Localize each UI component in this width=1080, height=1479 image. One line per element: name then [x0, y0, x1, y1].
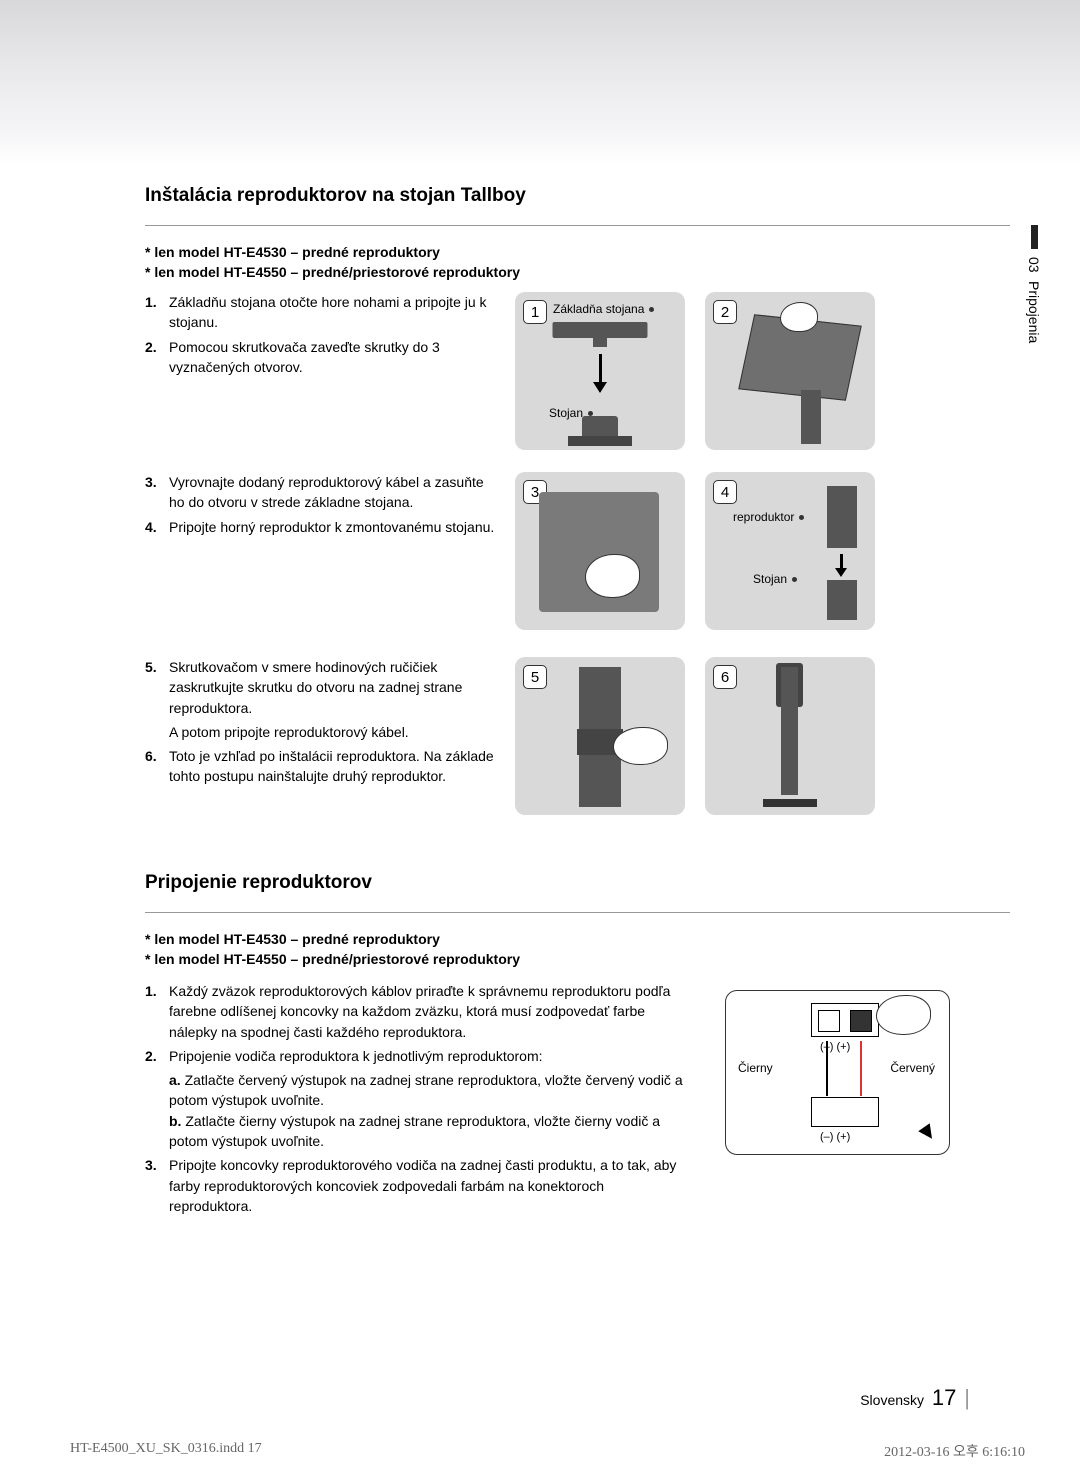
step-text: Pripojenie vodiča reproduktora k jednotl… — [169, 1046, 543, 1066]
hand-icon — [585, 554, 640, 598]
figure-1: 1 Základňa stojana Stojan — [515, 292, 685, 450]
label-stand: Stojan — [753, 572, 797, 586]
base-plate-icon — [553, 322, 648, 338]
terminal-bottom-icon — [811, 1097, 879, 1127]
figure-4: 4 reproduktor Stojan — [705, 472, 875, 630]
step-text: A potom pripojte reproduktorový kábel. — [169, 722, 409, 742]
figs-56: 5 6 — [515, 657, 1010, 822]
figure-number: 4 — [713, 480, 737, 504]
step-num: 3. — [145, 472, 169, 513]
print-metadata: HT-E4500_XU_SK_0316.indd 17 2012-03-16 오… — [70, 1441, 1025, 1461]
step-text: Každý zväzok reproduktorových káblov pri… — [169, 981, 685, 1042]
connection-diagram: (–) (+) Čierny Červený (–) (+) — [725, 990, 950, 1155]
top-gradient — [0, 0, 1080, 165]
figure-2: 2 — [705, 292, 875, 450]
label-base: Základňa stojana — [553, 302, 654, 316]
step-text: Pripojte koncovky reproduktorového vodič… — [169, 1155, 685, 1216]
tallboy-base-icon — [763, 799, 817, 807]
step-num: 3. — [145, 1155, 169, 1216]
step-num: 4. — [145, 517, 169, 537]
hand-icon — [780, 302, 818, 332]
figure-5: 5 — [515, 657, 685, 815]
step-text: Skrutkovačom v smere hodinových ručičiek… — [169, 657, 495, 718]
steps-34: 3.Vyrovnajte dodaný reproduktorový kábel… — [145, 472, 495, 637]
pole-icon — [801, 390, 821, 444]
step-text: Vyrovnajte dodaný reproduktorový kábel a… — [169, 472, 495, 513]
step-text: Toto je vzhľad po inštalácii reproduktor… — [169, 746, 495, 787]
terminal-top-icon — [811, 1003, 879, 1037]
label-black: Čierny — [738, 1061, 773, 1075]
substep-a-text: Zatlačte červený výstupok na zadnej stra… — [169, 1072, 683, 1108]
steps-56: 5.Skrutkovačom v smere hodinových ručiči… — [145, 657, 495, 822]
section1-note2: * len model HT-E4550 – predné/priestorov… — [145, 264, 1010, 280]
figure-6: 6 — [705, 657, 875, 815]
block-56: 5.Skrutkovačom v smere hodinových ručiči… — [145, 657, 1010, 822]
figure-number: 5 — [523, 665, 547, 689]
section2-title: Pripojenie reproduktorov — [145, 872, 1010, 894]
tallboy-icon — [781, 667, 798, 795]
section2-steps: 1.Každý zväzok reproduktorových káblov p… — [145, 981, 685, 1216]
label-speaker: reproduktor — [733, 510, 804, 524]
figs-34: 3 4 reproduktor Stojan — [515, 472, 1010, 637]
step-num — [145, 722, 169, 742]
figure-3: 3 — [515, 472, 685, 630]
substep-b-text: Zatlačte čierny výstupok na zadnej stran… — [169, 1113, 660, 1149]
wire-black-icon — [826, 1041, 828, 1096]
arrow-icon — [918, 1123, 937, 1142]
step-num: 2. — [145, 1046, 169, 1066]
figure-number: 2 — [713, 300, 737, 324]
step-num: 5. — [145, 657, 169, 718]
polarity-label: (–) (+) — [820, 1041, 850, 1053]
page-content: Inštalácia reproduktorov na stojan Tallb… — [0, 165, 1080, 1216]
page-footer: Slovensky 17 | — [860, 1385, 970, 1411]
base-post-icon — [593, 337, 607, 347]
section1-note1: * len model HT-E4530 – predné reprodukto… — [145, 244, 1010, 260]
speaker-icon — [827, 486, 857, 548]
block-34: 3.Vyrovnajte dodaný reproduktorový kábel… — [145, 472, 1010, 637]
section2-note1: * len model HT-E4530 – predné reprodukto… — [145, 931, 1010, 947]
stand-base-icon — [568, 436, 632, 446]
hand-icon — [613, 727, 668, 765]
stand-icon — [827, 580, 857, 620]
print-date: 2012-03-16 오후 6:16:10 — [884, 1441, 1025, 1461]
step-num: 2. — [145, 337, 169, 378]
wire-red-icon — [860, 1041, 862, 1096]
label-red: Červený — [890, 1061, 935, 1075]
figure-number: 1 — [523, 300, 547, 324]
substep-a: a. Zatlačte červený výstupok na zadnej s… — [169, 1070, 685, 1111]
step-num: 6. — [145, 746, 169, 787]
arrow-down-icon — [835, 554, 847, 577]
substep-b: b. Zatlačte čierny výstupok na zadnej st… — [169, 1111, 685, 1152]
section2: Pripojenie reproduktorov * len model HT-… — [145, 872, 1010, 1216]
step-num: 1. — [145, 292, 169, 333]
step-text: Pripojte horný reproduktor k zmontovaném… — [169, 517, 494, 537]
steps-12: 1.Základňu stojana otočte hore nohami a … — [145, 292, 495, 452]
step-text: Základňu stojana otočte hore nohami a pr… — [169, 292, 495, 333]
section1-rule — [145, 225, 1010, 226]
figure-number: 6 — [713, 665, 737, 689]
section2-note2: * len model HT-E4550 – predné/priestorov… — [145, 951, 1010, 967]
footer-lang: Slovensky — [860, 1392, 924, 1408]
footer-bar: | — [964, 1385, 970, 1410]
hand-icon — [876, 995, 931, 1035]
footer-page: 17 — [932, 1385, 956, 1410]
step-text: Pomocou skrutkovača zaveďte skrutky do 3… — [169, 337, 495, 378]
polarity-label: (–) (+) — [820, 1131, 850, 1143]
figs-12: 1 Základňa stojana Stojan 2 — [515, 292, 1010, 452]
arrow-down-icon — [593, 354, 607, 393]
section1-title: Inštalácia reproduktorov na stojan Tallb… — [145, 185, 1010, 207]
block-12: 1.Základňu stojana otočte hore nohami a … — [145, 292, 1010, 452]
stand-cap-icon — [582, 416, 618, 438]
print-file: HT-E4500_XU_SK_0316.indd 17 — [70, 1441, 262, 1461]
step-num: 1. — [145, 981, 169, 1042]
section2-rule — [145, 912, 1010, 913]
